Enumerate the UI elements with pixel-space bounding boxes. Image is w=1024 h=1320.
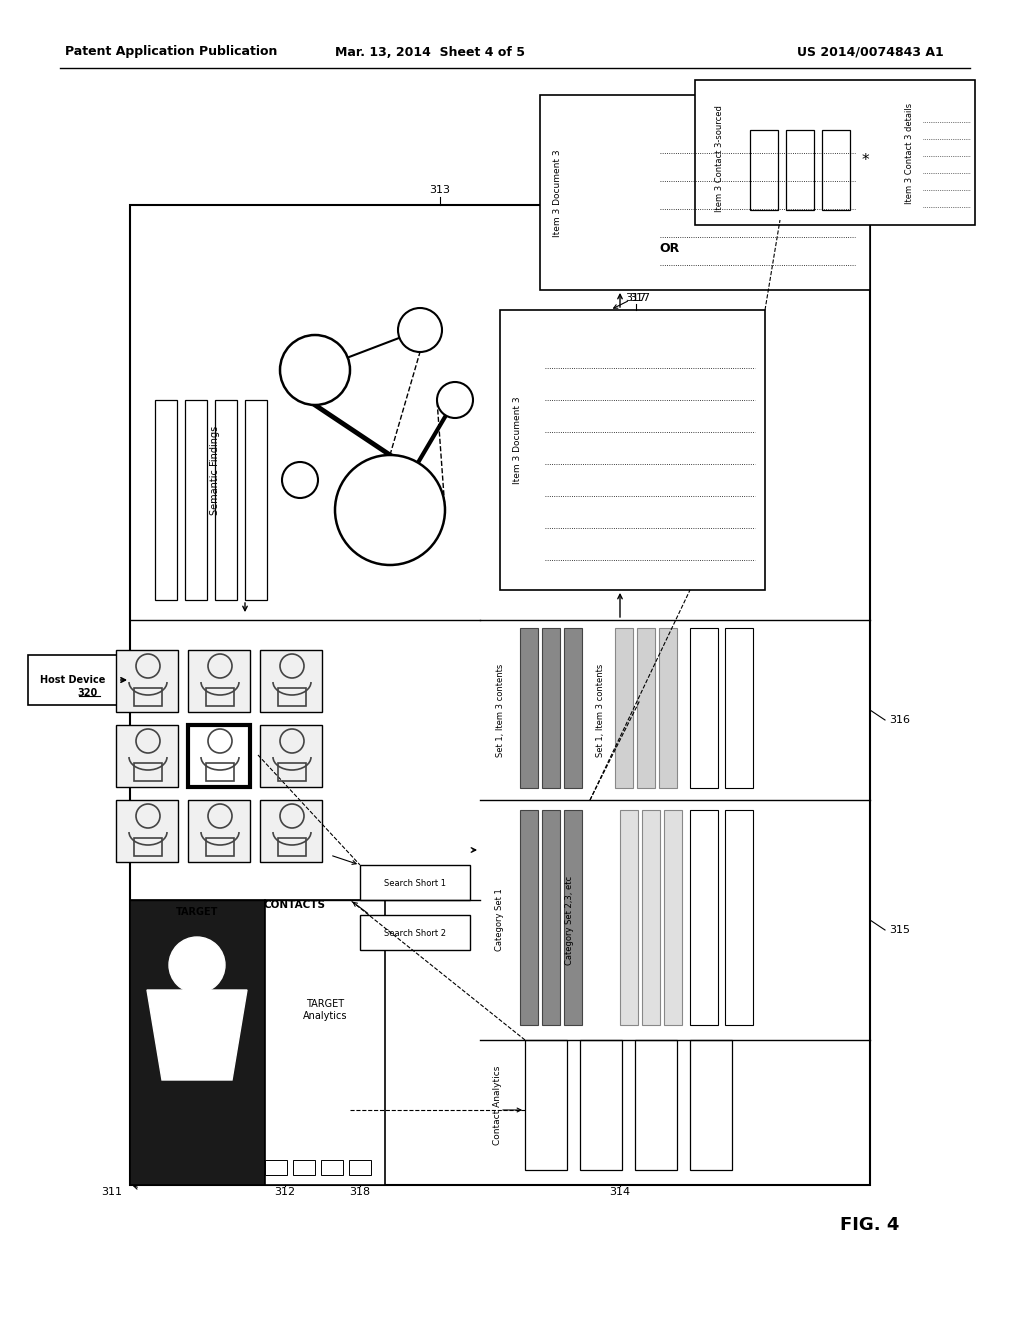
Text: Item 3 Document 3: Item 3 Document 3 — [554, 149, 562, 236]
Text: Set 1, Item 3 contents: Set 1, Item 3 contents — [596, 664, 604, 756]
Text: Patent Application Publication: Patent Application Publication — [65, 45, 278, 58]
Bar — [520, 810, 538, 1026]
Bar — [725, 810, 753, 1026]
Bar — [695, 81, 975, 224]
Bar — [245, 400, 267, 601]
Bar — [349, 1160, 371, 1175]
Text: CONTACTS: CONTACTS — [263, 900, 325, 909]
Bar — [642, 810, 660, 1026]
Bar — [500, 310, 765, 590]
Bar — [260, 725, 322, 787]
Circle shape — [335, 455, 445, 565]
Circle shape — [282, 462, 318, 498]
Bar — [725, 628, 753, 788]
Bar — [690, 1040, 732, 1170]
Bar — [260, 800, 322, 862]
Bar — [786, 129, 814, 210]
Bar — [564, 810, 582, 1026]
Bar — [690, 810, 718, 1026]
Text: 317: 317 — [626, 293, 646, 304]
Text: FIG. 4: FIG. 4 — [841, 1216, 900, 1234]
Bar — [750, 129, 778, 210]
Text: 311: 311 — [101, 1187, 123, 1197]
Bar — [215, 400, 237, 601]
Bar — [116, 800, 178, 862]
Bar — [525, 1040, 567, 1170]
Bar — [360, 915, 470, 950]
Bar — [690, 628, 718, 788]
Bar — [615, 628, 633, 788]
Bar — [637, 628, 655, 788]
Bar — [360, 865, 470, 900]
Bar — [822, 129, 850, 210]
Text: Mar. 13, 2014  Sheet 4 of 5: Mar. 13, 2014 Sheet 4 of 5 — [335, 45, 525, 58]
Text: Category Set 2,3, etc: Category Set 2,3, etc — [565, 875, 574, 965]
Polygon shape — [147, 990, 247, 1080]
Bar — [520, 628, 538, 788]
Bar — [542, 628, 560, 788]
Bar — [664, 810, 682, 1026]
Text: Item 3 Contact 3 details: Item 3 Contact 3 details — [905, 103, 914, 203]
Text: 312: 312 — [274, 1187, 296, 1197]
Text: 313: 313 — [429, 185, 451, 195]
Text: Set 1, Item 3 contents: Set 1, Item 3 contents — [496, 664, 505, 756]
Bar — [130, 205, 870, 1185]
Text: 317: 317 — [630, 293, 650, 304]
Bar — [564, 628, 582, 788]
Text: 316: 316 — [890, 715, 910, 725]
Text: Item 3 Contact 3-sourced: Item 3 Contact 3-sourced — [715, 106, 724, 213]
Text: Contact Analytics: Contact Analytics — [494, 1065, 503, 1144]
Text: US 2014/0074843 A1: US 2014/0074843 A1 — [797, 45, 943, 58]
Bar — [116, 649, 178, 711]
Bar — [265, 900, 385, 1185]
Text: 320: 320 — [78, 688, 98, 698]
Bar — [188, 725, 250, 787]
Text: Category Set 1: Category Set 1 — [496, 888, 505, 952]
Bar — [188, 800, 250, 862]
Circle shape — [169, 937, 225, 993]
Text: *: * — [861, 153, 868, 168]
Bar — [130, 900, 265, 1185]
Text: Semantic Findings: Semantic Findings — [210, 425, 220, 515]
Bar — [635, 1040, 677, 1170]
Bar — [540, 95, 870, 290]
Text: 315: 315 — [890, 925, 910, 935]
Bar — [321, 1160, 343, 1175]
Bar — [260, 649, 322, 711]
Bar — [28, 655, 118, 705]
Bar — [155, 400, 177, 601]
Text: OR: OR — [659, 242, 680, 255]
Text: Host Device: Host Device — [40, 675, 105, 685]
Text: TARGET: TARGET — [176, 907, 218, 917]
Bar — [185, 400, 207, 601]
Text: Item 3 Document 3: Item 3 Document 3 — [513, 396, 522, 484]
Text: Search Short 2: Search Short 2 — [384, 928, 446, 937]
Bar — [659, 628, 677, 788]
Text: 314: 314 — [609, 1187, 631, 1197]
Circle shape — [437, 381, 473, 418]
Bar — [116, 725, 178, 787]
Text: 318: 318 — [349, 1187, 371, 1197]
Circle shape — [280, 335, 350, 405]
Bar — [620, 810, 638, 1026]
Text: Search Short 1: Search Short 1 — [384, 879, 446, 887]
Bar — [188, 649, 250, 711]
Circle shape — [398, 308, 442, 352]
Bar — [542, 810, 560, 1026]
Text: TARGET
Analytics: TARGET Analytics — [303, 999, 347, 1020]
Bar — [265, 1160, 287, 1175]
Bar — [293, 1160, 315, 1175]
Bar — [580, 1040, 622, 1170]
